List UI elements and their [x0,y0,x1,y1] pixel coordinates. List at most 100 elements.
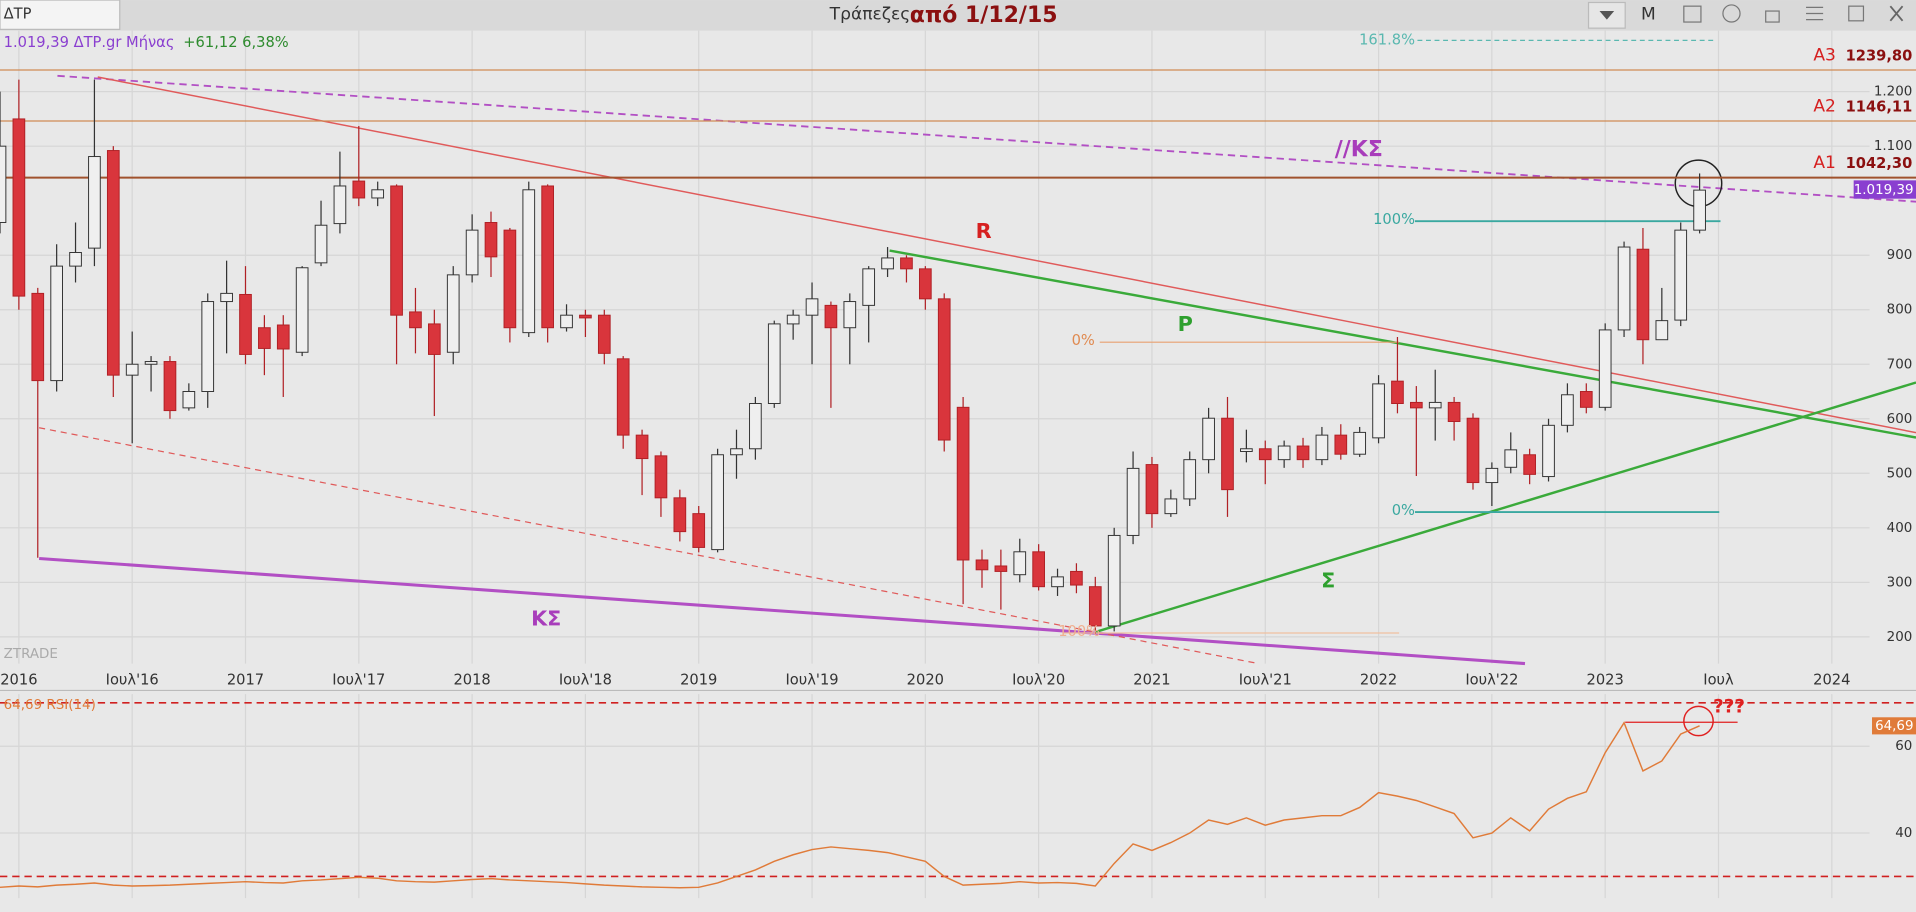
trend-line [1095,381,1916,633]
fib-label: 100% [1373,211,1415,228]
period-button[interactable]: M [1641,5,1656,25]
candle-body [484,222,498,258]
trend-line [38,427,1259,665]
icon[interactable] [1683,5,1702,23]
candle-body [1617,246,1631,331]
fib-label: 0% [1072,332,1095,349]
symbol[interactable]: ΔΤΡ [4,6,32,23]
x-tick-label: Ιουλ'18 [559,672,612,689]
candle-body [597,314,611,354]
candle-body [144,361,158,365]
chart-title: Τράπεζες [829,5,911,25]
candle-body [918,268,932,300]
candle-body [522,189,536,334]
candle-body [465,229,479,276]
highlight-circle [1683,705,1714,737]
x-tick-label: Ιουλ [1703,672,1734,689]
level-name: A2 [1813,96,1836,116]
y-tick-label: 60 [1895,739,1912,754]
candle-body [881,257,894,270]
candle-body [1353,431,1367,455]
x-tick-label: 2023 [1587,672,1624,689]
candle-body [258,327,271,349]
drawings [38,39,1916,737]
candle-body [560,314,573,329]
icon[interactable] [1765,10,1780,23]
candle-body [1051,576,1064,588]
y-tick-label: 1.200 [1874,85,1912,100]
candle-body [1674,229,1688,321]
x-tick-label: 2022 [1360,672,1397,689]
candle-body [654,455,668,499]
symbol-box[interactable] [0,0,121,30]
candle-body [446,274,460,353]
watermark: ZTRADE [4,647,58,662]
candle-body [1504,449,1518,468]
x-tick-label: Ιουλ'22 [1465,672,1518,689]
y-tick-label: 900 [1887,248,1913,263]
candle-body [824,304,838,329]
y-tick-label: 1.100 [1874,139,1912,154]
candle-body [635,434,649,460]
candle-body [371,189,385,199]
close-icon[interactable] [1889,5,1904,22]
icon[interactable] [1848,5,1865,22]
candle-body [1334,434,1348,455]
candle-body [1428,401,1442,409]
candle-body [1579,391,1593,408]
trend-line [57,74,1916,203]
rsi-label-box [1872,717,1916,735]
candle-body [994,565,1008,572]
candle-body [125,363,139,376]
candle-body [0,145,7,223]
candle-body [352,180,366,199]
rsi-legend: 64,69 RSI(14) [4,698,96,713]
candle-body [1032,551,1045,588]
x-tick-label: 2017 [227,672,264,689]
candle-body [1391,380,1404,404]
candle-body [1258,448,1272,461]
y-tick-label: 300 [1887,575,1913,590]
icon[interactable] [1722,4,1741,23]
y-tick-label: 800 [1887,303,1913,318]
candle-body [201,301,215,393]
candle-body [106,150,120,376]
candle-body [749,403,762,450]
candle-body [1693,189,1706,231]
y-tick-label: 500 [1887,466,1913,481]
rsi-label: 64,69 [1875,719,1913,734]
rsi-line [0,721,1700,889]
candle-body [50,265,63,382]
candle-body [730,448,743,456]
y-tick-label: 400 [1887,521,1913,536]
candle-body [1466,417,1480,484]
candle-body [1164,498,1178,515]
level-name: A1 [1813,153,1836,173]
candle-body [956,406,970,561]
chart-subtitle: από 1/12/15 [910,3,1058,28]
candle-body [239,293,252,355]
candle-body [1655,320,1669,341]
candle-body [1107,534,1121,627]
marks-layer [0,69,1916,889]
candle-body [805,298,819,316]
candle-body [428,323,441,355]
price-label-box [1853,180,1916,199]
y-tick-label: 200 [1887,630,1913,645]
x-tick-label: 2024 [1813,672,1850,689]
candle-body [1202,417,1215,461]
x-tick-label: 2019 [680,672,717,689]
level-label: 1042,30 [1846,155,1913,172]
icon[interactable] [1806,6,1824,21]
candle-body [1070,570,1083,586]
dropdown-arrow [1599,11,1615,20]
candle-body [390,185,403,316]
x-tick-label: Ιουλ'20 [1012,672,1065,689]
candle-body [1088,586,1102,627]
candle-body [314,224,328,264]
candle-body [900,257,913,270]
x-tick-label: 2020 [907,672,944,689]
candle-body [1126,467,1140,536]
candle-body [1183,459,1197,500]
candle-body [220,292,233,303]
